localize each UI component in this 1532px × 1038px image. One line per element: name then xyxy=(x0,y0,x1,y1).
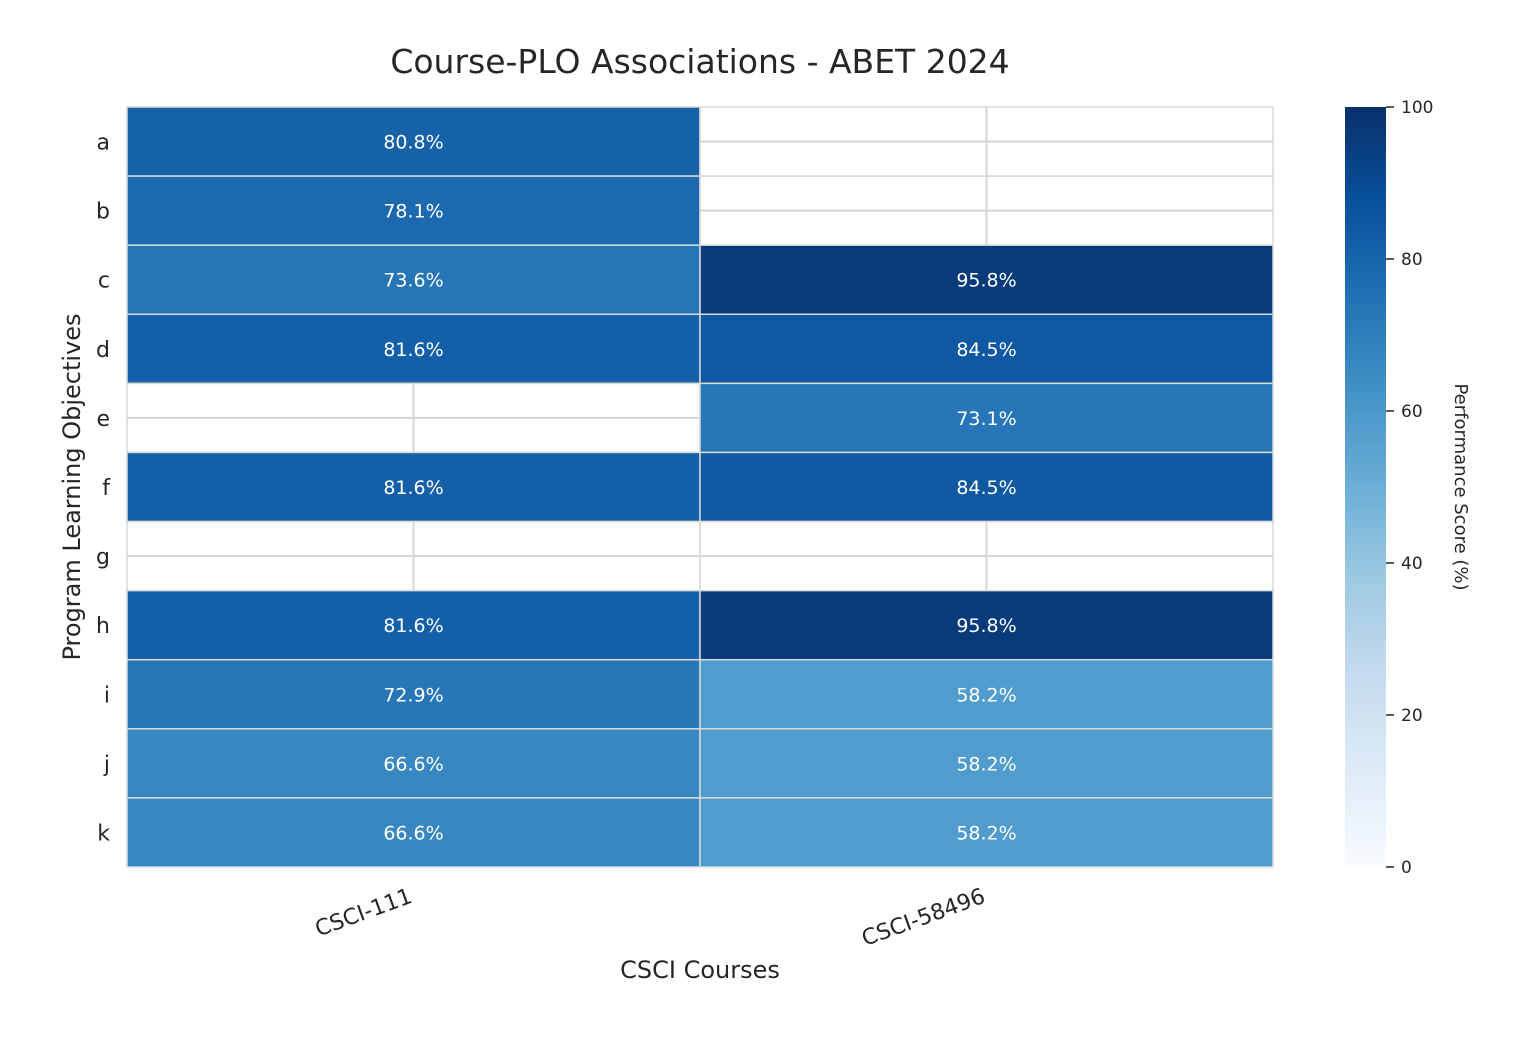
heatmap-cell xyxy=(699,313,1274,385)
cell-value-label: 58.2% xyxy=(956,753,1016,775)
row-tick-label: k xyxy=(97,821,110,846)
row-tick-label: j xyxy=(103,752,110,777)
heatmap-cell xyxy=(126,728,701,799)
cell-value-label: 95.8% xyxy=(956,270,1016,292)
row-tick-label: c xyxy=(98,269,110,294)
cell-value-label: 81.6% xyxy=(383,339,443,361)
row-tick-label: h xyxy=(96,614,110,639)
colorbar-tick-label: 80 xyxy=(1401,250,1423,270)
heatmap-cell xyxy=(126,175,701,246)
heatmap-cell xyxy=(699,728,1274,799)
heatmap-cell xyxy=(699,658,1274,730)
cell-value-label: 73.6% xyxy=(383,270,443,292)
row-tick-label: b xyxy=(96,200,110,225)
colorbar-tick-label: 20 xyxy=(1401,706,1423,726)
cell-value-label: 84.5% xyxy=(956,339,1016,361)
cell-value-label: 58.2% xyxy=(956,822,1016,844)
chart-title: Course-PLO Associations - ABET 2024 xyxy=(390,42,1009,81)
column-tick-labels: CSCI-111 CSCI-58496 xyxy=(312,884,989,952)
heatmap-cell xyxy=(699,589,1274,661)
colorbar-tick-label: 0 xyxy=(1401,858,1412,878)
row-tick-labels: a b c d e f g h i j k xyxy=(96,131,111,847)
heatmap-cell xyxy=(126,244,701,316)
column-tick-label: CSCI-111 xyxy=(312,884,416,942)
cell-value-label: 81.6% xyxy=(383,477,443,499)
cell-value-label: 84.5% xyxy=(956,477,1016,499)
heatmap-cell xyxy=(699,451,1274,523)
cell-value-label: 66.6% xyxy=(383,753,443,775)
cell-value-label: 80.8% xyxy=(383,132,443,154)
y-axis-label: Program Learning Objectives xyxy=(58,313,86,660)
row-tick-label: e xyxy=(96,407,110,432)
row-tick-label: a xyxy=(97,131,110,156)
heatmap-cell xyxy=(126,451,701,523)
colorbar-tick-label: 100 xyxy=(1401,98,1433,118)
heatmap-cells: 80.8% 78.1% 73.6% 95.8% 81.6% 84.5% 73.1% 81.6%… xyxy=(126,106,1274,868)
row-tick-label: d xyxy=(96,338,110,363)
x-axis-label: CSCI Courses xyxy=(620,956,780,984)
cell-value-label: 95.8% xyxy=(956,615,1016,637)
cell-value-label: 78.1% xyxy=(383,201,443,223)
row-tick-label: f xyxy=(102,476,111,501)
cell-value-label: 81.6% xyxy=(383,615,443,637)
colorbar-tick-label: 60 xyxy=(1401,402,1423,422)
colorbar-ticks: 0 20 40 60 80 100 xyxy=(1386,98,1433,878)
row-tick-label: i xyxy=(104,683,110,708)
heatmap-cell xyxy=(126,797,701,868)
heatmap-cell xyxy=(126,589,701,661)
heatmap-cell xyxy=(126,658,701,730)
column-tick-label: CSCI-58496 xyxy=(859,884,989,952)
row-tick-label: g xyxy=(96,545,110,570)
heatmap-cell xyxy=(699,797,1274,868)
cell-value-label: 72.9% xyxy=(383,684,443,706)
colorbar xyxy=(1345,107,1386,867)
cell-value-label: 58.2% xyxy=(956,684,1016,706)
cell-value-label: 66.6% xyxy=(383,822,443,844)
colorbar-label: Performance Score (%) xyxy=(1450,383,1471,590)
cell-value-label: 73.1% xyxy=(956,408,1016,430)
colorbar-tick-label: 40 xyxy=(1401,554,1423,574)
